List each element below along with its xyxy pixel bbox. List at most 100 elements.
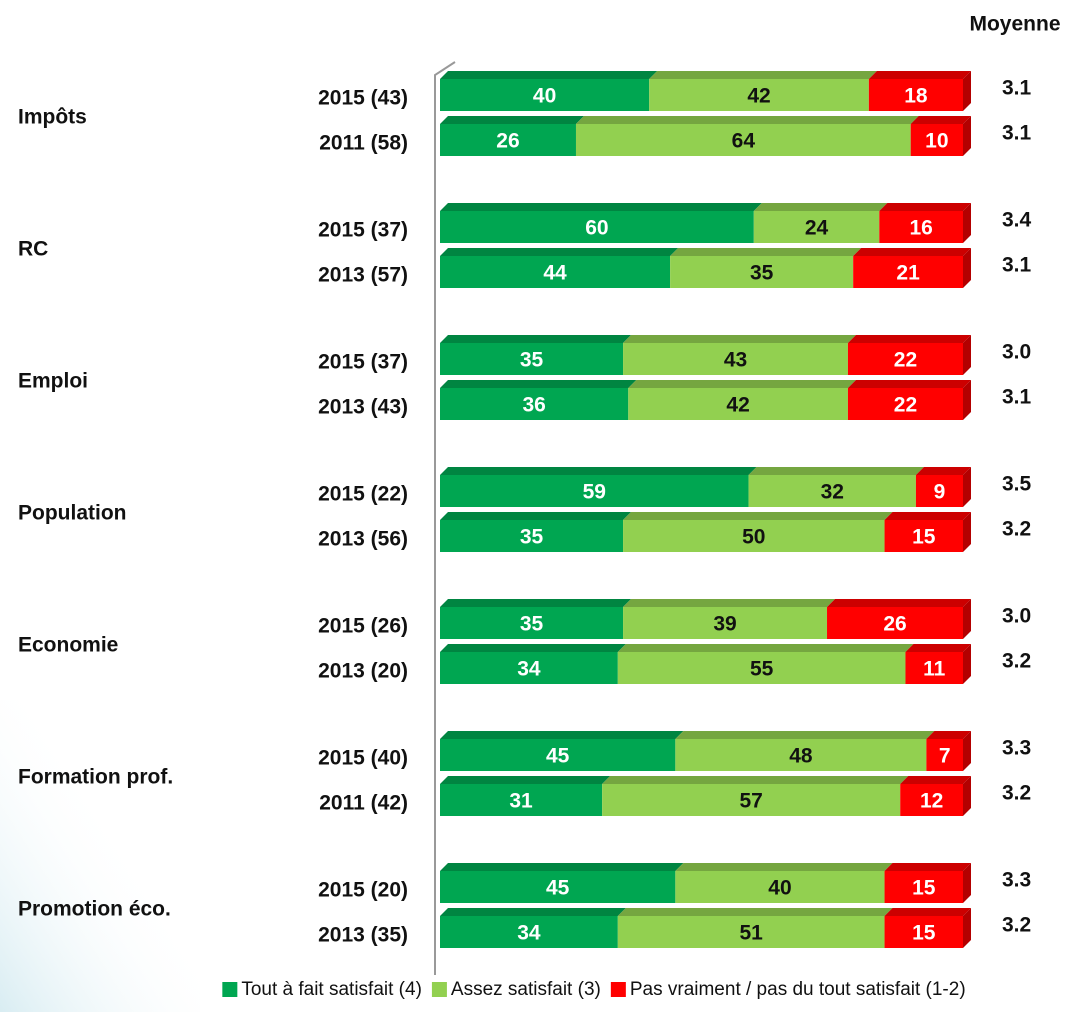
average-value: 3.2: [1002, 650, 1031, 673]
value-label: 7: [939, 745, 951, 768]
average-value: 3.1: [1002, 122, 1032, 145]
value-label: 42: [726, 394, 749, 417]
value-label: 40: [533, 85, 556, 108]
bar-segment: [926, 731, 971, 771]
average-title: Moyenne: [969, 13, 1060, 36]
value-label: 55: [750, 658, 774, 681]
value-label: 32: [821, 481, 844, 504]
background-shade: [0, 700, 200, 1012]
value-label: 64: [732, 130, 756, 153]
value-label: 26: [496, 130, 519, 153]
bar-segment: [440, 512, 632, 552]
average-value: 3.3: [1002, 737, 1031, 760]
bar-segment: [915, 467, 971, 507]
bar-segment: [440, 335, 632, 375]
bar-segment: [623, 512, 893, 552]
bar-segment: [670, 248, 862, 288]
average-value: 3.5: [1002, 473, 1032, 496]
average-value: 3.2: [1002, 782, 1031, 805]
value-label: 10: [925, 130, 948, 153]
bar-segment: [440, 467, 757, 507]
value-label: 22: [894, 394, 917, 417]
row-label: 2013 (20): [318, 660, 408, 683]
value-label: 15: [912, 877, 936, 900]
value-label: 9: [934, 481, 946, 504]
value-label: 42: [747, 85, 770, 108]
average-value: 3.1: [1002, 386, 1032, 409]
average-value: 3.2: [1002, 518, 1031, 541]
value-label: 18: [904, 85, 928, 108]
bar-segment: [879, 203, 971, 243]
bar-segment: [623, 335, 856, 375]
row-label: 2013 (43): [318, 396, 408, 419]
value-label: 24: [805, 217, 829, 240]
legend-swatch: [610, 982, 626, 997]
bar-segment: [675, 863, 893, 903]
bar-segment: [440, 908, 626, 948]
average-value: 3.1: [1002, 77, 1032, 100]
bar-segment: [440, 380, 637, 420]
group-label: RC: [18, 238, 48, 261]
row-label: 2015 (37): [318, 351, 408, 374]
average-value: 3.0: [1002, 605, 1031, 628]
value-label: 60: [585, 217, 608, 240]
bar-segment: [440, 71, 658, 111]
bar-segment: [440, 248, 679, 288]
value-label: 35: [520, 349, 544, 372]
bar-segment: [617, 644, 914, 684]
bar-segment: [884, 863, 971, 903]
bar-segment: [575, 116, 919, 156]
bar-segment: [440, 731, 684, 771]
value-label: 15: [912, 922, 936, 945]
bar-segment: [884, 512, 971, 552]
value-label: 59: [583, 481, 606, 504]
value-label: 51: [740, 922, 764, 945]
bar-segment: [440, 599, 632, 639]
value-label: 45: [546, 877, 570, 900]
value-label: 57: [740, 790, 763, 813]
row-label: 2015 (20): [318, 879, 408, 902]
legend-label: Pas vraiment / pas du tout satisfait (1-…: [630, 979, 966, 1000]
bar-segment: [900, 776, 971, 816]
value-label: 43: [724, 349, 747, 372]
row-label: 2015 (43): [318, 87, 408, 110]
legend-swatch: [222, 982, 238, 997]
value-label: 34: [517, 658, 541, 681]
bar-segment: [440, 863, 684, 903]
group-label: Emploi: [18, 370, 88, 393]
bar-segment: [440, 776, 611, 816]
bar-segment: [753, 203, 888, 243]
bar-segment: [748, 467, 924, 507]
value-label: 44: [543, 262, 567, 285]
row-label: 2013 (56): [318, 528, 408, 551]
bar-segment: [847, 380, 971, 420]
row-label: 2011 (42): [319, 792, 408, 815]
group-label: Promotion éco.: [18, 898, 171, 921]
group-label: Population: [18, 502, 127, 525]
bar-segment: [675, 731, 935, 771]
group-label: Economie: [18, 634, 118, 657]
row-label: 2013 (35): [318, 924, 408, 947]
value-label: 21: [896, 262, 920, 285]
value-label: 16: [909, 217, 932, 240]
bar-segment: [440, 203, 762, 243]
axis-wall: [434, 61, 456, 975]
group-label: Formation prof.: [18, 766, 173, 789]
average-value: 3.2: [1002, 914, 1031, 937]
average-value: 3.4: [1002, 209, 1032, 232]
bar-segment: [617, 908, 893, 948]
bar-segment: [440, 644, 626, 684]
row-label: 2011 (58): [319, 132, 408, 155]
average-value: 3.3: [1002, 869, 1031, 892]
value-label: 12: [920, 790, 943, 813]
row-label: 2015 (26): [318, 615, 408, 638]
average-value: 3.0: [1002, 341, 1031, 364]
bar-segment: [623, 599, 836, 639]
value-label: 45: [546, 745, 570, 768]
value-label: 35: [750, 262, 774, 285]
value-label: 15: [912, 526, 936, 549]
value-label: 31: [509, 790, 533, 813]
value-label: 35: [520, 613, 544, 636]
bar-segment: [602, 776, 909, 816]
